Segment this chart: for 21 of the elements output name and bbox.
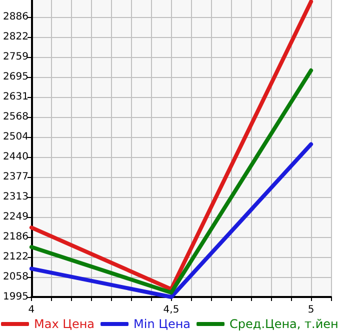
y-tick-label: 2186 [2, 231, 28, 242]
y-tick-label: 2759 [2, 51, 28, 62]
y-tick-label: 1995 [2, 292, 28, 302]
legend-label: Сред.Цена, т.йен [230, 317, 338, 331]
legend-label: Max Цена [34, 317, 95, 331]
y-tick-label: 2249 [2, 212, 28, 223]
y-tick-label: 2695 [2, 72, 28, 82]
legend-label: Min Цена [134, 317, 191, 331]
y-tick-label: 2313 [2, 192, 28, 203]
y-tick-label: 2568 [2, 111, 28, 122]
y-tick-label: 2377 [2, 171, 28, 182]
y-tick-label: 2122 [2, 252, 28, 263]
y-tick-label: 2886 [2, 11, 28, 22]
y-tick-label: 2504 [2, 132, 28, 143]
y-tick-label: 2440 [2, 152, 28, 163]
y-tick-label: 2631 [2, 92, 28, 103]
x-tick-label: 4 [28, 304, 35, 316]
y-tick-label: 2058 [2, 272, 28, 283]
x-tick-label: 4,5 [163, 304, 180, 316]
x-tick-label: 5 [308, 304, 314, 316]
y-tick-label: 2822 [2, 32, 28, 43]
